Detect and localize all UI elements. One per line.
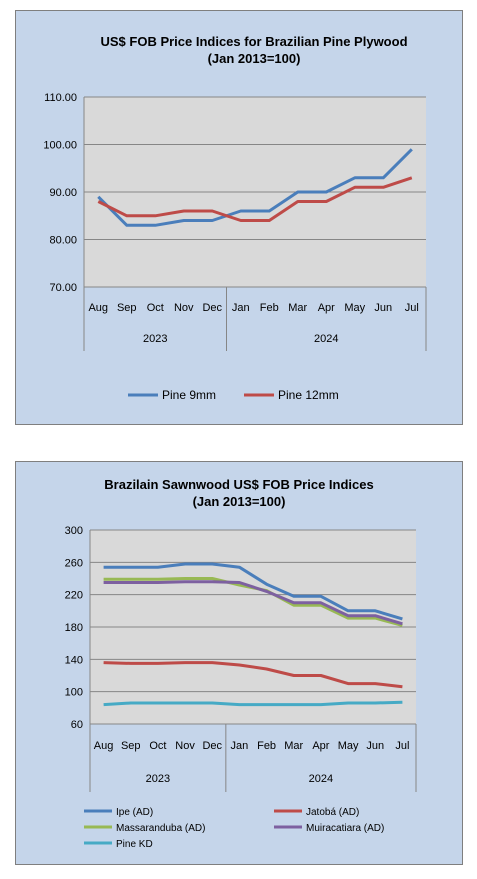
x-tick-label: May <box>344 302 365 314</box>
plywood-line-chart: 70.00 80.00 90.00 100.00 110.00 2023 2024 Aug Se… <box>43 92 427 402</box>
x-tick-label: Mar <box>288 302 307 314</box>
x-group-label: 2023 <box>146 773 170 785</box>
chart-title: US$ FOB Price Indices for Brazilian Pine… <box>16 33 462 67</box>
x-tick-label: Jan <box>231 740 249 752</box>
x-tick-label: Aug <box>94 740 114 752</box>
sawnwood-chart-panel: Brazilain Sawnwood US$ FOB Price Indices… <box>15 461 463 865</box>
x-tick-label: Jul <box>405 302 419 314</box>
legend-label: Muiracatiara (AD) <box>306 823 384 834</box>
x-tick-label: Apr <box>312 740 329 752</box>
x-group-label: 2024 <box>314 333 338 345</box>
series-line <box>97 176 413 222</box>
x-tick-label: Sep <box>117 302 137 314</box>
x-tick-label: May <box>338 740 359 752</box>
x-tick-label: Apr <box>318 302 335 314</box>
series-line <box>97 148 413 227</box>
x-group-label: 2023 <box>143 333 167 345</box>
chart-title: Brazilain Sawnwood US$ FOB Price Indices… <box>16 476 462 510</box>
x-tick-label: Feb <box>260 302 279 314</box>
y-tick-label: 220 <box>65 590 83 602</box>
x-tick-label: Aug <box>88 302 108 314</box>
x-tick-label: Oct <box>149 740 166 752</box>
x-tick-label: Mar <box>284 740 303 752</box>
plywood-chart-panel: US$ FOB Price Indices for Brazilian Pine… <box>15 10 463 425</box>
y-tick-label: 110.00 <box>44 92 77 104</box>
x-tick-label: Jun <box>366 740 384 752</box>
legend-label: Jatobá (AD) <box>306 807 359 818</box>
chart-subtitle: (Jan 2013=100) <box>207 51 301 66</box>
y-tick-label: 140 <box>65 654 83 666</box>
y-tick-label: 90.00 <box>49 187 77 199</box>
x-tick-label: Dec <box>202 740 222 752</box>
x-tick-label: Sep <box>121 740 141 752</box>
chart-subtitle: (Jan 2013=100) <box>192 494 286 509</box>
series-line <box>103 580 403 626</box>
legend-label: Ipe (AD) <box>116 807 153 818</box>
y-tick-label: 260 <box>65 557 83 569</box>
y-tick-label: 100 <box>65 687 83 699</box>
y-tick-label: 100.00 <box>43 140 77 152</box>
x-group-label: 2024 <box>309 773 333 785</box>
legend-label: Pine KD <box>116 839 153 850</box>
y-tick-label: 80.00 <box>49 235 77 247</box>
series-line <box>103 661 403 689</box>
sawnwood-line-chart: 60 100 140 180 220 260 300 2023 2024 Aug Sep Oct Nov… <box>65 525 417 850</box>
x-tick-label: Nov <box>175 740 195 752</box>
y-tick-label: 180 <box>65 622 83 634</box>
chart-title-line: US$ FOB Price Indices for Brazilian Pine… <box>100 34 408 49</box>
chart-title-line: Brazilain Sawnwood US$ FOB Price Indices <box>104 477 374 492</box>
x-tick-label: Jul <box>395 740 409 752</box>
x-tick-label: Jan <box>232 302 250 314</box>
series-line <box>103 562 403 621</box>
legend-label: Pine 9mm <box>162 388 216 402</box>
y-tick-label: 300 <box>65 525 83 537</box>
x-tick-label: Nov <box>174 302 194 314</box>
y-tick-label: 70.00 <box>49 282 77 294</box>
x-tick-label: Dec <box>202 302 222 314</box>
series-line <box>103 700 403 707</box>
legend-label: Pine 12mm <box>278 388 339 402</box>
x-tick-label: Jun <box>374 302 392 314</box>
x-tick-label: Oct <box>147 302 164 314</box>
legend-label: Massaranduba (AD) <box>116 823 205 834</box>
x-tick-label: Feb <box>257 740 276 752</box>
y-tick-label: 60 <box>71 719 83 731</box>
